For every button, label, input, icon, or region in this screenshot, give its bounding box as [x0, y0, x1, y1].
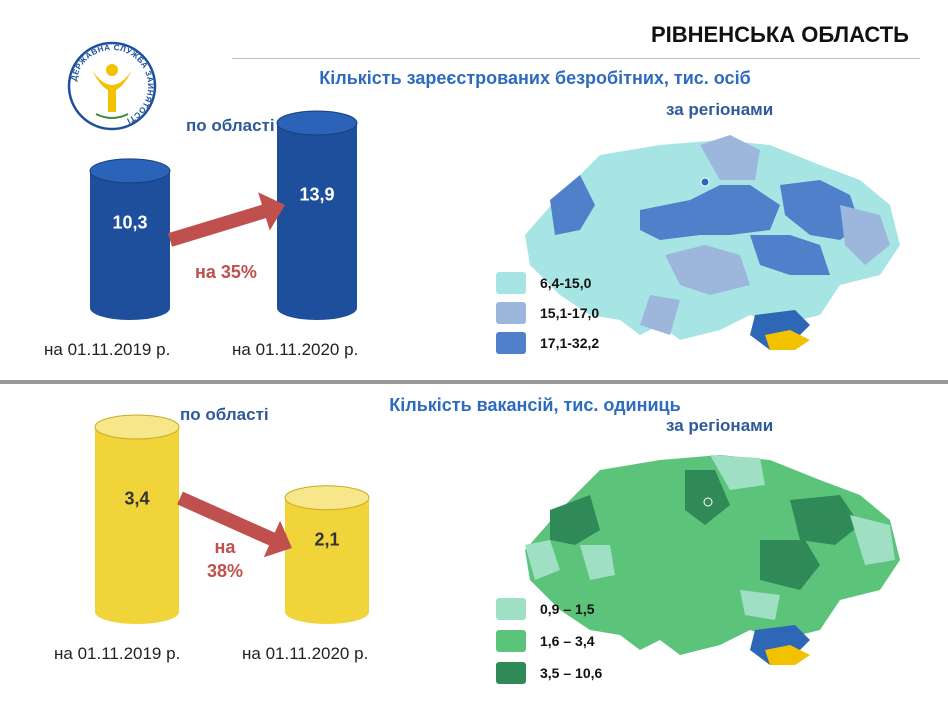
legend-swatch — [496, 630, 526, 652]
unemployed-chart: 10,3 13,9 на 35% — [89, 110, 358, 320]
unemployed-legend-item-1: 6,4-15,0 — [496, 272, 591, 294]
vacancies-legend-item-2: 1,6 – 3,4 — [496, 630, 595, 652]
vacancies-chart: 3,4 2,1 на 38% — [94, 414, 370, 624]
bar-2020: 2,1 — [284, 485, 370, 624]
change-label-line-2: 38% — [207, 561, 243, 581]
header-divider — [232, 58, 920, 59]
unemployed-by-oblast-label: по області — [186, 116, 275, 135]
vacancies-date-2019: на 01.11.2019 р. — [54, 644, 181, 663]
legend-swatch — [496, 302, 526, 324]
change-label-line-1: на — [215, 537, 237, 557]
vacancies-legend-item-3: 3,5 – 10,6 — [496, 662, 602, 684]
change-arrow — [177, 491, 292, 558]
unemployed-map — [520, 125, 910, 365]
section-divider — [0, 380, 948, 384]
legend-label: 3,5 – 10,6 — [540, 665, 603, 681]
employment-service-logo-icon: ДЕРЖАВНА СЛУЖБА ЗАЙНЯТОСТІ — [67, 41, 157, 131]
unemployed-date-2020: на 01.11.2020 р. — [232, 340, 359, 359]
page-title: РІВНЕНСЬКА ОБЛАСТЬ — [651, 22, 909, 47]
legend-swatch — [496, 662, 526, 684]
change-arrow — [167, 192, 285, 247]
bar-2019: 3,4 — [94, 414, 180, 624]
bar-2019: 10,3 — [89, 158, 171, 320]
unemployed-date-2019: на 01.11.2019 р. — [44, 340, 171, 359]
bar-value-label: 2,1 — [314, 530, 339, 550]
unemployed-legend-item-2: 15,1-17,0 — [496, 302, 599, 324]
unemployed-legend-item-3: 17,1-32,2 — [496, 332, 599, 354]
legend-label: 15,1-17,0 — [540, 305, 600, 321]
legend-label: 6,4-15,0 — [540, 275, 592, 291]
legend-swatch — [496, 598, 526, 620]
unemployed-title: Кількість зареєстрованих безробітних, ти… — [319, 68, 751, 88]
change-label: на 35% — [195, 262, 257, 282]
vacancies-date-2020: на 01.11.2020 р. — [242, 644, 369, 663]
legend-label: 17,1-32,2 — [540, 335, 600, 351]
legend-label: 1,6 – 3,4 — [540, 633, 595, 649]
legend-swatch — [496, 332, 526, 354]
unemployed-by-region-label: за регіонами — [666, 100, 774, 119]
bar-value-label: 13,9 — [299, 185, 334, 205]
bar-value-label: 10,3 — [112, 212, 147, 232]
vacancies-map — [520, 450, 910, 690]
legend-swatch — [496, 272, 526, 294]
vacancies-legend-item-1: 0,9 – 1,5 — [496, 598, 595, 620]
vacancies-by-region-label: за регіонами — [666, 416, 774, 435]
vacancies-by-oblast-label: по області — [180, 405, 269, 424]
legend-label: 0,9 – 1,5 — [540, 601, 595, 617]
bar-2020: 13,9 — [276, 110, 358, 320]
bar-value-label: 3,4 — [124, 489, 149, 509]
vacancies-title: Кількість вакансій, тис. одиниць — [389, 395, 681, 415]
logo: ДЕРЖАВНА СЛУЖБА ЗАЙНЯТОСТІ — [66, 40, 158, 132]
